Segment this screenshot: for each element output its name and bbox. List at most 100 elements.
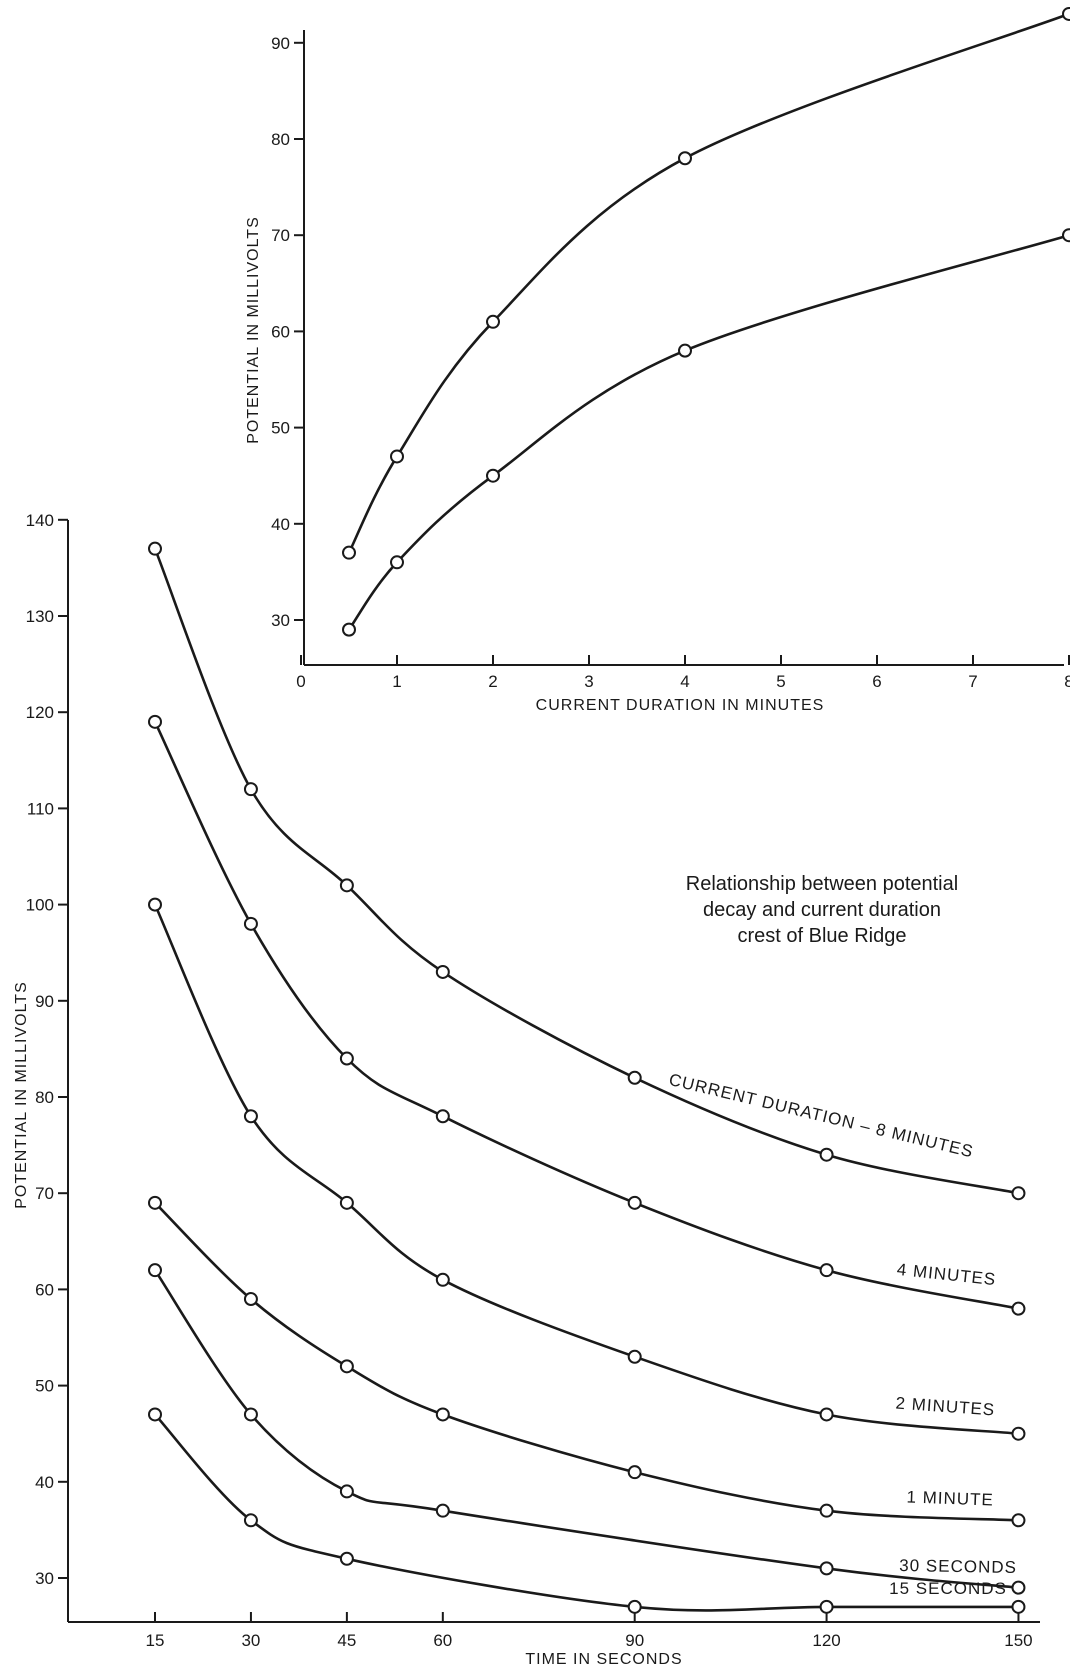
inset-data-point (342, 545, 356, 560)
main-data-point (819, 1263, 834, 1278)
main-data-point (339, 1484, 354, 1499)
main-data-point (819, 1599, 834, 1614)
main-series-label-2: 4 MINUTES (896, 1260, 997, 1289)
main-data-point (1011, 1301, 1026, 1316)
main-y-tick-label: 30 (35, 1569, 54, 1588)
inset-x-tick-label: 8 (1064, 672, 1070, 691)
inset-y-tick-label: 30 (271, 611, 290, 630)
inset-data-point (1062, 228, 1070, 243)
main-data-point (435, 964, 450, 979)
main-data-point (243, 1407, 258, 1422)
inset-x-tick-label: 2 (488, 672, 497, 691)
inset-x-tick-label: 3 (584, 672, 593, 691)
main-data-point (148, 897, 162, 912)
main-data-point (148, 541, 162, 556)
inset-data-point (342, 622, 356, 637)
main-y-tick-label: 80 (35, 1088, 54, 1107)
main-data-point (819, 1503, 834, 1518)
main-y-tick-label: 130 (26, 607, 54, 626)
inset-y-tick-label: 90 (271, 34, 290, 53)
main-data-point (819, 1561, 834, 1576)
inset-series-line-2 (347, 233, 1070, 631)
main-data-point (627, 1349, 642, 1364)
main-data-point (1011, 1186, 1026, 1201)
main-chart: 15 30 45 60 90 120 150304050607080901001101201… (13, 511, 1040, 1668)
main-y-tick-label: 90 (35, 992, 54, 1011)
main-data-point (1011, 1580, 1026, 1595)
main-y-tick-label: 110 (27, 799, 54, 818)
chart-caption: Relationship between potential decay and… (686, 873, 958, 947)
inset-curves (347, 12, 1070, 631)
main-series-label-1: CURRENT DURATION – 8 MINUTES (667, 1070, 975, 1161)
main-x-tick-label: 30 (241, 1631, 260, 1650)
main-data-point (339, 1195, 354, 1210)
main-data-point (243, 916, 258, 931)
main-series-line-1 (153, 548, 1019, 1195)
caption-line-3: crest of Blue Ridge (738, 925, 907, 947)
main-series-label-3: 2 MINUTES (895, 1394, 996, 1420)
inset-x-tick-label: 6 (872, 672, 881, 691)
inset-y-tick-label: 80 (271, 130, 290, 149)
main-data-point (243, 1292, 258, 1307)
main-x-tick-label: 90 (625, 1631, 644, 1650)
main-data-point (148, 1263, 162, 1278)
inset-x-tick-label: 1 (392, 672, 401, 691)
main-data-point (148, 1407, 162, 1422)
inset-data-point (1062, 6, 1070, 21)
main-y-tick-label: 120 (26, 703, 54, 722)
main-y-tick-label: 60 (35, 1280, 54, 1299)
main-data-point (819, 1407, 834, 1422)
inset-y-tick-label: 40 (271, 515, 290, 534)
main-data-point (1011, 1426, 1026, 1441)
inset-data-point (486, 314, 500, 329)
inset-y-tick-label: 70 (271, 226, 290, 245)
inset-y-tick-label: 50 (271, 419, 290, 438)
inset-data-point (678, 343, 692, 358)
inset-x-tick-label: 7 (968, 672, 977, 691)
inset-data-point (486, 468, 500, 483)
main-series-label-4: 1 MINUTE (906, 1487, 994, 1509)
main-x-tick-label: 60 (433, 1631, 452, 1650)
main-data-point (435, 1109, 450, 1124)
caption-line-2: decay and current duration (703, 899, 941, 921)
main-data-point (339, 1359, 354, 1374)
main-x-tick-label: 120 (812, 1631, 840, 1650)
main-y-axis-title: POTENTIAL IN MILLIVOLTS (13, 981, 30, 1209)
main-series-label-5: 30 SECONDS (899, 1556, 1017, 1577)
main-data-point (243, 1513, 258, 1528)
inset-data-point (390, 449, 404, 464)
main-x-tick-label: 150 (1004, 1631, 1032, 1650)
main-data-point (819, 1147, 834, 1162)
main-ticks: 15 30 45 60 90 120 150304050607080901001101201… (26, 511, 1033, 1650)
inset-data-point (390, 555, 404, 570)
main-data-point (627, 1599, 642, 1614)
main-data-point (435, 1407, 450, 1422)
main-series-line-4 (154, 1201, 1019, 1522)
main-data-point (339, 1051, 354, 1066)
main-series-label-6: 15 SECONDS (889, 1579, 1007, 1598)
inset-chart: 0 1 2 3 4 5 6 7 8 30 40 50 60 70 80 90 CURRENT DURATION… (245, 6, 1070, 714)
main-data-point (627, 1195, 642, 1210)
main-data-point (243, 782, 258, 797)
main-data-point (1011, 1599, 1026, 1614)
inset-y-tick-label: 60 (271, 322, 290, 341)
main-x-axis-title: TIME IN SECONDS (525, 1651, 682, 1668)
main-data-point (339, 878, 354, 893)
caption-line-1: Relationship between potential (686, 873, 958, 895)
main-y-tick-label: 50 (35, 1377, 54, 1396)
main-y-tick-label: 40 (35, 1473, 54, 1492)
main-data-point (1011, 1513, 1026, 1528)
inset-series-line-1 (347, 12, 1070, 554)
main-x-tick-label: 15 (146, 1631, 165, 1650)
inset-x-tick-label: 4 (680, 672, 689, 691)
main-y-tick-label: 140 (26, 511, 54, 530)
main-data-point (435, 1503, 450, 1518)
main-data-point (627, 1465, 642, 1480)
main-data-point (148, 1195, 162, 1210)
inset-data-point (678, 151, 692, 166)
main-data-point (243, 1109, 258, 1124)
main-data-point (435, 1272, 450, 1287)
main-y-tick-label: 100 (26, 896, 54, 915)
inset-y-axis-title: POTENTIAL IN MILLIVOLTS (245, 216, 262, 444)
